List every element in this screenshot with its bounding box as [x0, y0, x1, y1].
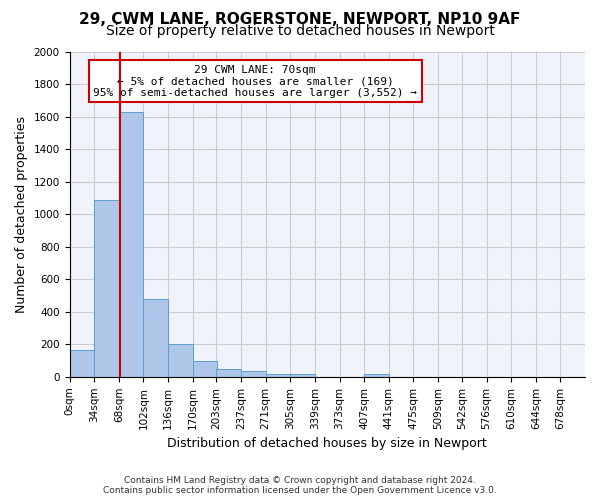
Bar — [168, 344, 193, 377]
Text: Size of property relative to detached houses in Newport: Size of property relative to detached ho… — [106, 24, 494, 38]
X-axis label: Distribution of detached houses by size in Newport: Distribution of detached houses by size … — [167, 437, 487, 450]
Bar — [290, 374, 315, 377]
Bar — [217, 370, 241, 377]
Text: Contains HM Land Registry data © Crown copyright and database right 2024.
Contai: Contains HM Land Registry data © Crown c… — [103, 476, 497, 495]
Bar — [143, 298, 168, 377]
Bar — [266, 374, 290, 377]
Bar — [70, 350, 94, 377]
Bar — [193, 360, 217, 377]
Bar — [364, 374, 389, 377]
Text: 29 CWM LANE: 70sqm
← 5% of detached houses are smaller (169)
95% of semi-detache: 29 CWM LANE: 70sqm ← 5% of detached hous… — [93, 64, 417, 98]
Bar — [119, 112, 143, 377]
Text: 29, CWM LANE, ROGERSTONE, NEWPORT, NP10 9AF: 29, CWM LANE, ROGERSTONE, NEWPORT, NP10 … — [79, 12, 521, 28]
Y-axis label: Number of detached properties: Number of detached properties — [15, 116, 28, 312]
Bar — [94, 200, 119, 377]
Bar — [241, 371, 266, 377]
